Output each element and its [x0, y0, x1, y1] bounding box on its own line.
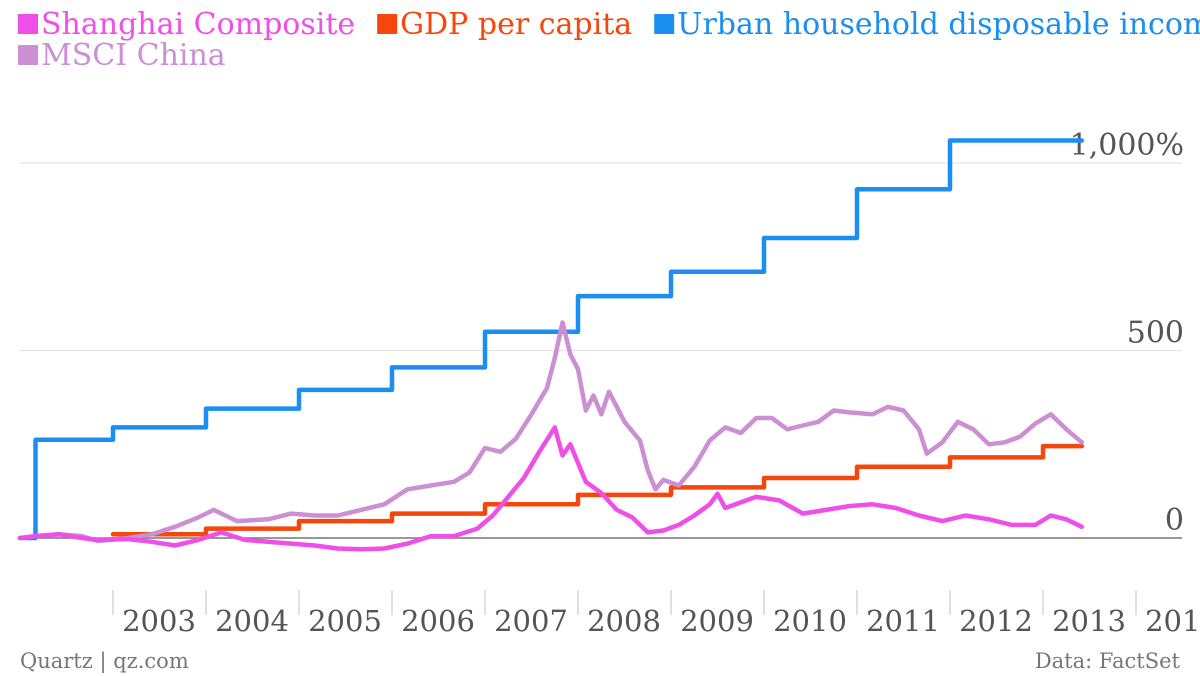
- x-tick-label: 2004: [215, 604, 289, 638]
- x-tick-label: 2010: [773, 604, 847, 638]
- y-tick-label: 0: [1165, 503, 1184, 538]
- x-tick-label: 2012: [959, 604, 1033, 638]
- credit-text: Quartz | qz.com: [20, 649, 189, 674]
- x-tick-label: 2013: [1052, 604, 1126, 638]
- x-tick-label: 2014: [1145, 604, 1200, 638]
- series-lines: [17, 138, 1085, 552]
- x-tick-label: 2003: [122, 604, 196, 638]
- series-line-msci-china: [17, 320, 1085, 544]
- y-tick-label: 500: [1127, 316, 1184, 351]
- series-line-urban-household-disposable-income: [17, 138, 1085, 541]
- legend-label: GDP per capita: [400, 7, 632, 42]
- x-tick-label: 2011: [866, 604, 940, 638]
- x-axis: 2003 2004 2005 2006 2007 2008 2009 2010 2011 2012…: [112, 590, 1200, 638]
- y-tick-label: 1,000%: [1070, 128, 1184, 163]
- source-text: Data: FactSet: [1035, 649, 1181, 673]
- series-line-gdp-per-capita: [110, 443, 1085, 537]
- y-axis: 0 500 1,000%: [1070, 128, 1184, 538]
- legend-swatch: [18, 14, 38, 34]
- x-tick-label: 2009: [680, 604, 754, 638]
- legend-swatch: [18, 45, 38, 65]
- legend-swatch: [377, 14, 398, 34]
- legend-label: Urban household disposable income: [677, 7, 1200, 42]
- legend: Shanghai Composite GDP per capita Urban ho…: [18, 7, 1200, 73]
- x-tick-label: 2006: [401, 604, 475, 638]
- legend-swatch: [654, 14, 675, 34]
- x-tick-label: 2007: [494, 604, 568, 638]
- x-tick-label: 2005: [308, 604, 382, 638]
- x-tick-label: 2008: [587, 604, 661, 638]
- grid: [20, 162, 1182, 539]
- legend-label: MSCI China: [41, 38, 226, 73]
- series-line-shanghai-composite: [17, 425, 1085, 552]
- legend-label: Shanghai Composite: [41, 7, 355, 42]
